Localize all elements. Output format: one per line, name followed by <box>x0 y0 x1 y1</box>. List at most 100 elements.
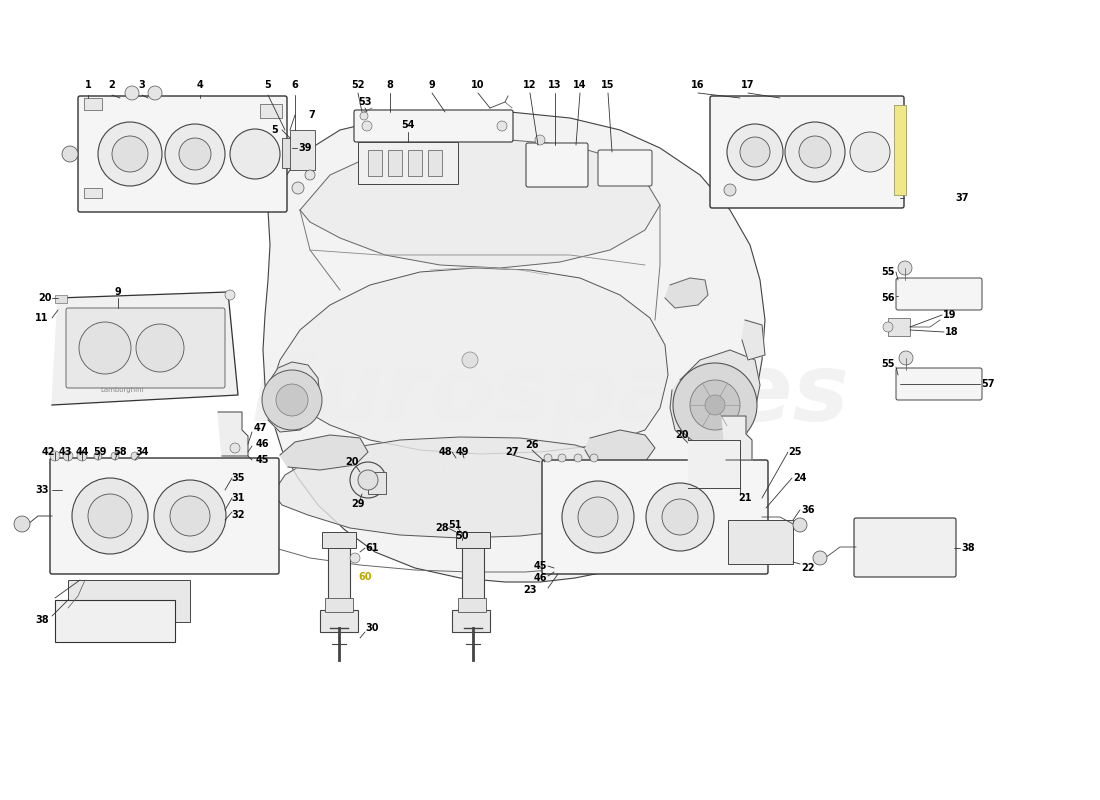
Polygon shape <box>585 430 654 468</box>
Circle shape <box>88 494 132 538</box>
Bar <box>322 532 356 548</box>
Circle shape <box>544 454 552 462</box>
Text: 37: 37 <box>955 193 969 203</box>
Text: 38: 38 <box>961 543 975 553</box>
Text: 27: 27 <box>505 447 519 457</box>
Text: 45: 45 <box>534 561 547 571</box>
Circle shape <box>112 136 148 172</box>
Text: 60: 60 <box>358 572 372 582</box>
Text: 45: 45 <box>255 455 268 465</box>
Polygon shape <box>280 435 368 470</box>
Bar <box>260 104 282 118</box>
Bar <box>324 598 353 612</box>
Text: 49: 49 <box>455 447 469 457</box>
Polygon shape <box>52 292 238 405</box>
Text: 19: 19 <box>944 310 957 320</box>
Circle shape <box>292 182 304 194</box>
Polygon shape <box>265 362 320 432</box>
Text: 13: 13 <box>548 80 562 90</box>
Text: 31: 31 <box>231 493 244 503</box>
Circle shape <box>305 170 315 180</box>
Circle shape <box>98 122 162 186</box>
Bar <box>728 520 793 564</box>
Bar <box>320 610 358 632</box>
Text: 50: 50 <box>455 531 469 541</box>
Circle shape <box>558 454 566 462</box>
Bar <box>368 472 386 494</box>
Circle shape <box>813 551 827 565</box>
Text: 26: 26 <box>526 440 539 450</box>
Text: 11: 11 <box>35 313 48 323</box>
Circle shape <box>148 86 162 100</box>
Text: 39: 39 <box>298 143 311 153</box>
Text: 7: 7 <box>309 110 316 120</box>
Text: 53: 53 <box>359 97 372 107</box>
FancyBboxPatch shape <box>542 460 768 574</box>
Text: 1: 1 <box>85 80 91 90</box>
FancyBboxPatch shape <box>66 308 226 388</box>
Circle shape <box>170 496 210 536</box>
Circle shape <box>462 352 478 368</box>
Circle shape <box>50 451 60 461</box>
Circle shape <box>111 452 119 460</box>
Bar <box>84 188 102 198</box>
Bar <box>358 142 458 184</box>
Circle shape <box>785 122 845 182</box>
Text: 29: 29 <box>351 499 365 509</box>
Circle shape <box>154 480 226 552</box>
Polygon shape <box>218 412 248 456</box>
Text: 46: 46 <box>534 573 547 583</box>
Bar <box>68 580 190 622</box>
Circle shape <box>125 86 139 100</box>
Text: 6: 6 <box>292 80 298 90</box>
FancyBboxPatch shape <box>526 143 588 187</box>
Bar <box>894 105 906 195</box>
Text: 36: 36 <box>801 505 815 515</box>
Text: 22: 22 <box>801 563 815 573</box>
FancyBboxPatch shape <box>598 150 652 186</box>
Bar <box>55 600 175 642</box>
Text: 30: 30 <box>365 623 378 633</box>
Bar <box>408 150 422 176</box>
Circle shape <box>179 138 211 170</box>
Text: 44: 44 <box>75 447 89 457</box>
Circle shape <box>740 137 770 167</box>
Bar <box>84 98 102 110</box>
Circle shape <box>77 451 87 461</box>
Bar <box>388 150 401 176</box>
Text: 2: 2 <box>109 80 116 90</box>
Text: 21: 21 <box>738 493 751 503</box>
Text: 55: 55 <box>881 267 894 277</box>
Circle shape <box>72 478 148 554</box>
Polygon shape <box>722 416 752 460</box>
Polygon shape <box>688 440 740 488</box>
Circle shape <box>799 136 830 168</box>
Text: 28: 28 <box>436 523 449 533</box>
Circle shape <box>63 451 73 461</box>
Text: 20: 20 <box>39 293 52 303</box>
Polygon shape <box>270 268 668 454</box>
Polygon shape <box>272 437 654 538</box>
Text: 51: 51 <box>449 520 462 530</box>
Text: 58: 58 <box>113 447 127 457</box>
Text: 20: 20 <box>345 457 359 467</box>
Text: 5: 5 <box>272 125 278 135</box>
Circle shape <box>79 322 131 374</box>
Text: 48: 48 <box>438 447 452 457</box>
Circle shape <box>362 121 372 131</box>
Text: 23: 23 <box>524 585 537 595</box>
Bar <box>328 540 350 602</box>
Circle shape <box>358 470 378 490</box>
Circle shape <box>165 124 226 184</box>
Text: 24: 24 <box>793 473 806 483</box>
Text: 54: 54 <box>402 120 415 130</box>
Text: 25: 25 <box>789 447 802 457</box>
Text: 38: 38 <box>35 615 48 625</box>
Text: 15: 15 <box>602 80 615 90</box>
Bar <box>462 540 484 602</box>
FancyBboxPatch shape <box>78 96 287 212</box>
Circle shape <box>727 124 783 180</box>
Circle shape <box>62 146 78 162</box>
Polygon shape <box>666 278 708 308</box>
Circle shape <box>578 497 618 537</box>
